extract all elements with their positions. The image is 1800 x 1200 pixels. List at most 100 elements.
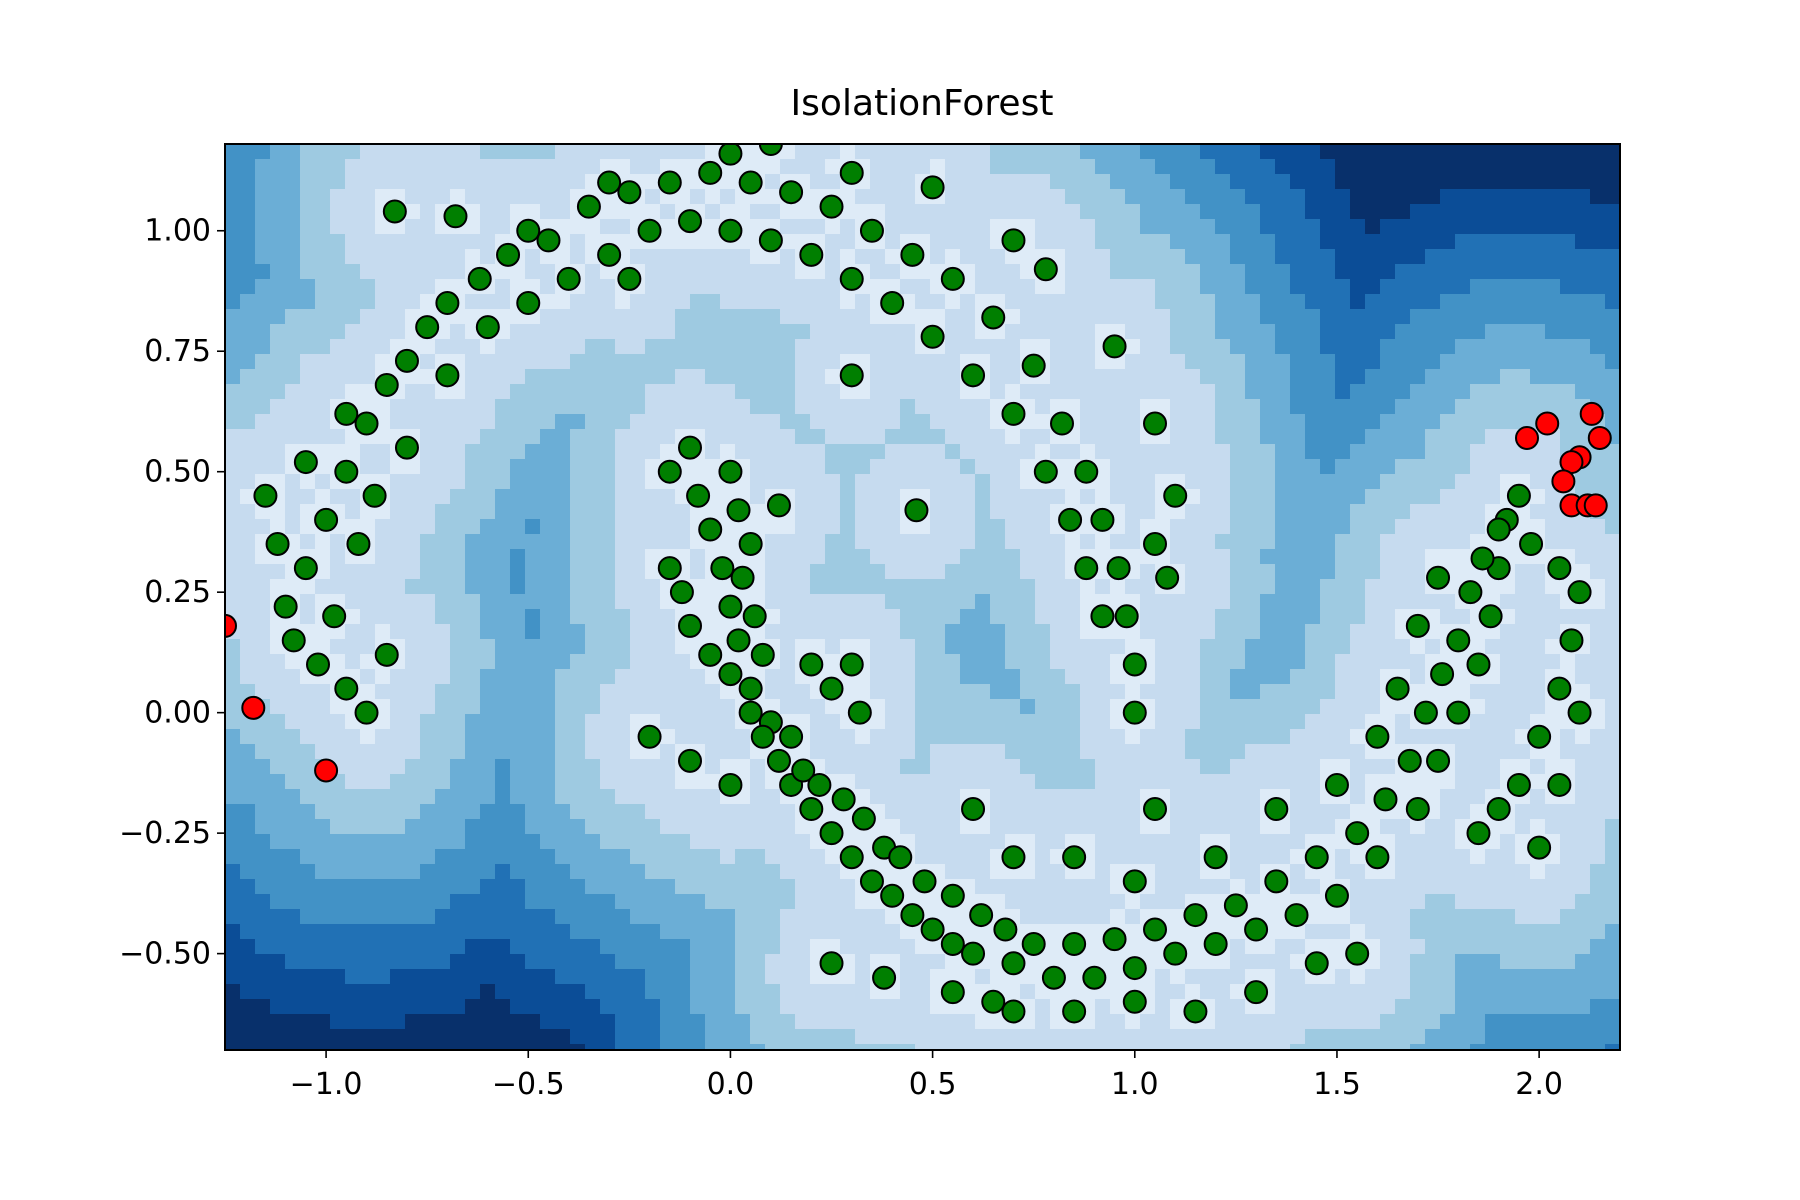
contour-cell — [1305, 399, 1321, 415]
contour-cell — [1095, 804, 1111, 820]
contour-cell — [1020, 174, 1036, 190]
contour-cell — [645, 699, 661, 715]
contour-cell — [1245, 624, 1261, 640]
contour-cell — [435, 744, 451, 760]
contour-cell — [240, 354, 256, 370]
contour-cell — [945, 444, 961, 460]
contour-cell — [765, 459, 781, 475]
contour-cell — [435, 519, 451, 535]
contour-cell — [990, 1029, 1006, 1045]
contour-cell — [1350, 324, 1366, 340]
contour-cell — [345, 564, 361, 580]
contour-cell — [375, 159, 391, 175]
contour-cell — [1020, 204, 1036, 220]
contour-cell — [495, 189, 511, 205]
contour-cell — [810, 564, 826, 580]
contour-cell — [435, 954, 451, 970]
contour-cell — [540, 474, 556, 490]
contour-cell — [705, 789, 721, 805]
contour-cell — [600, 429, 616, 445]
contour-cell — [1440, 414, 1456, 430]
contour-cell — [480, 474, 496, 490]
contour-cell — [1215, 594, 1231, 610]
contour-cell — [930, 804, 946, 820]
contour-cell — [1005, 594, 1021, 610]
contour-cell — [240, 174, 256, 190]
contour-cell — [1320, 234, 1336, 250]
contour-cell — [855, 954, 871, 970]
contour-cell — [225, 594, 241, 610]
contour-cell — [225, 369, 241, 385]
contour-cell — [1305, 324, 1321, 340]
contour-cell — [1050, 759, 1066, 775]
contour-cell — [1365, 624, 1381, 640]
contour-cell — [810, 459, 826, 475]
contour-cell — [510, 174, 526, 190]
contour-cell — [1335, 459, 1351, 475]
contour-cell — [990, 219, 1006, 235]
contour-cell — [1260, 849, 1276, 865]
contour-cell — [840, 384, 856, 400]
contour-cell — [240, 594, 256, 610]
contour-cell — [480, 204, 496, 220]
contour-cell — [1110, 264, 1126, 280]
contour-cell — [1365, 234, 1381, 250]
contour-cell — [1350, 594, 1366, 610]
contour-cell — [930, 519, 946, 535]
contour-cell — [1185, 834, 1201, 850]
contour-cell — [450, 579, 466, 595]
contour-cell — [225, 249, 241, 265]
contour-cell — [825, 594, 841, 610]
contour-cell — [990, 504, 1006, 520]
contour-cell — [1350, 234, 1366, 250]
contour-cell — [1275, 1029, 1291, 1045]
contour-cell — [465, 564, 481, 580]
contour-cell — [1305, 729, 1321, 745]
contour-cell — [1125, 819, 1141, 835]
contour-cell — [1245, 354, 1261, 370]
contour-cell — [1005, 549, 1021, 565]
contour-cell — [600, 504, 616, 520]
contour-cell — [510, 654, 526, 670]
contour-cell — [645, 879, 661, 895]
contour-cell — [390, 924, 406, 940]
contour-cell — [1290, 159, 1306, 175]
contour-cell — [780, 309, 796, 325]
contour-cell — [1410, 264, 1426, 280]
contour-cell — [1395, 714, 1411, 730]
contour-cell — [255, 1014, 271, 1030]
contour-cell — [1200, 504, 1216, 520]
contour-cell — [600, 309, 616, 325]
contour-cell — [1245, 729, 1261, 745]
contour-cell — [1200, 714, 1216, 730]
contour-cell — [585, 774, 601, 790]
contour-cell — [285, 249, 301, 265]
contour-cell — [660, 504, 676, 520]
contour-cell — [795, 864, 811, 880]
contour-cell — [630, 669, 646, 685]
contour-cell — [540, 879, 556, 895]
contour-cell — [570, 624, 586, 640]
contour-cell — [420, 399, 436, 415]
contour-cell — [1005, 429, 1021, 445]
contour-cell — [795, 159, 811, 175]
contour-cell — [765, 414, 781, 430]
contour-cell — [1320, 564, 1336, 580]
contour-cell — [1140, 249, 1156, 265]
contour-cell — [1260, 294, 1276, 310]
contour-cell — [495, 534, 511, 550]
contour-cell — [315, 894, 331, 910]
contour-cell — [330, 864, 346, 880]
contour-cell — [645, 1014, 661, 1030]
contour-cell — [945, 819, 961, 835]
contour-cell — [255, 984, 271, 1000]
contour-cell — [510, 999, 526, 1015]
contour-cell — [375, 549, 391, 565]
contour-cell — [1185, 414, 1201, 430]
contour-cell — [1425, 234, 1441, 250]
contour-cell — [1320, 594, 1336, 610]
contour-cell — [495, 909, 511, 925]
contour-cell — [1275, 459, 1291, 475]
contour-cell — [1335, 594, 1351, 610]
contour-cell — [885, 714, 901, 730]
